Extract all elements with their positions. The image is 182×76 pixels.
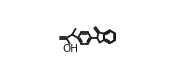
Text: OH: OH (62, 44, 78, 54)
